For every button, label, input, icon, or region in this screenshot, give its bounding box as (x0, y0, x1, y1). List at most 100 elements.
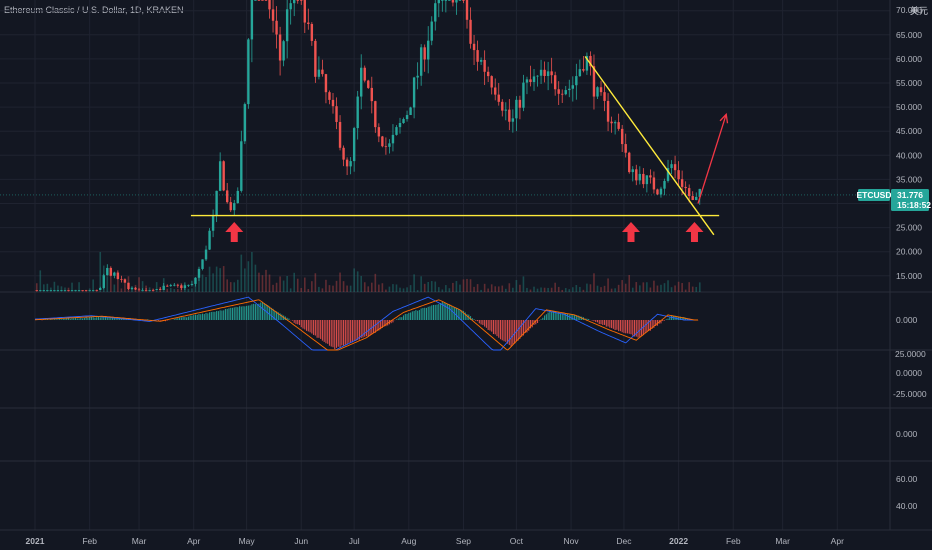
candle (293, 0, 296, 4)
volume-bar (381, 283, 384, 292)
macd-bar (159, 320, 161, 321)
macd-bar (237, 307, 239, 320)
volume-bar (667, 280, 669, 292)
price-tick-label: 20.000 (896, 247, 922, 257)
macd-bar (540, 319, 542, 320)
macd-bar (60, 319, 62, 320)
volume-bar (589, 284, 592, 292)
time-tick-label: Jun (294, 536, 308, 546)
macd-bar (570, 313, 572, 320)
candle (670, 164, 673, 169)
volume-bar (240, 254, 243, 292)
candle (236, 190, 239, 204)
candle (663, 180, 666, 189)
volume-bar (363, 282, 366, 292)
volume-bar (399, 287, 401, 292)
candle (494, 87, 497, 95)
macd-bar (119, 318, 121, 320)
candle (434, 3, 437, 22)
macd-bar (401, 317, 403, 320)
macd-bar (669, 317, 671, 320)
macd-bar (535, 320, 537, 325)
volume-bar (494, 286, 497, 292)
macd-bar (365, 320, 368, 337)
candle (402, 119, 405, 124)
volume-bar (85, 289, 87, 292)
candle (592, 66, 596, 97)
macd-bar (173, 319, 175, 320)
candle (381, 136, 384, 147)
bounce-arrow[interactable] (621, 222, 640, 242)
descending-trendline[interactable] (584, 56, 715, 236)
macd-bar (298, 320, 301, 326)
volume-bar (187, 289, 190, 292)
macd-bar (515, 320, 517, 341)
volume-bar (360, 275, 363, 292)
volume-bar (674, 285, 676, 292)
drawings[interactable] (190, 56, 729, 242)
macd-bar (612, 320, 614, 329)
currency-unit[interactable]: 美元 (909, 6, 928, 16)
projection-arrowhead[interactable] (719, 112, 729, 124)
bounce-arrow[interactable] (685, 222, 704, 242)
time-tick-label: Nov (563, 536, 579, 546)
candle (211, 215, 215, 231)
volume-bar (490, 284, 493, 292)
volume-bar (339, 272, 341, 292)
candle (342, 147, 345, 160)
volume-bar (349, 285, 352, 292)
volume-bar (155, 282, 158, 292)
candle (557, 89, 560, 94)
candle (518, 99, 522, 108)
macd-bar (235, 306, 237, 320)
candle (225, 190, 229, 203)
candle (451, 0, 455, 3)
macd-bar (67, 318, 70, 320)
macd-bar (628, 320, 630, 334)
macd-bar (655, 320, 657, 326)
bounce-arrow[interactable] (225, 222, 244, 242)
volume-bar (43, 284, 45, 292)
price-tick-label: 40.000 (896, 150, 922, 160)
candle (243, 104, 247, 142)
macd-bar (180, 317, 182, 320)
volume-bar (99, 252, 102, 292)
volume-bar (268, 274, 271, 292)
time-tick-label: Aug (401, 536, 416, 546)
macd-bar (82, 318, 84, 320)
macd-bar (508, 320, 510, 345)
macd-bar (78, 318, 80, 320)
macd-bar (381, 320, 383, 328)
macd-bar (595, 320, 597, 322)
candle (144, 290, 148, 291)
time-tick-label: Oct (510, 536, 524, 546)
grid (0, 0, 890, 530)
macd-bar (64, 318, 66, 320)
volume-bar (582, 289, 585, 292)
macd-bar (667, 318, 669, 320)
macd-tick-label: 0.000 (896, 315, 918, 325)
candle (116, 272, 120, 279)
macd-bar (238, 306, 241, 320)
macd-bar (201, 313, 204, 320)
candle (635, 169, 638, 181)
macd-bar (641, 320, 643, 336)
macd-bar (632, 320, 634, 336)
macd-bar (274, 310, 276, 320)
macd-bar (207, 313, 209, 320)
projection-arrow[interactable] (697, 114, 727, 204)
candle (56, 290, 60, 291)
last-price-tag[interactable] (891, 188, 929, 211)
volume-bar (409, 285, 412, 292)
macd-bar (517, 320, 519, 341)
oscillator-tick-label: 25.0000 (895, 349, 926, 359)
volume-bar (642, 282, 645, 292)
symbol-tag[interactable] (858, 188, 890, 201)
candle (624, 144, 627, 153)
volume-bar (487, 288, 489, 292)
macd-bar (110, 317, 112, 320)
macd-bar (76, 318, 78, 320)
candle (691, 196, 694, 201)
candle (405, 115, 409, 120)
